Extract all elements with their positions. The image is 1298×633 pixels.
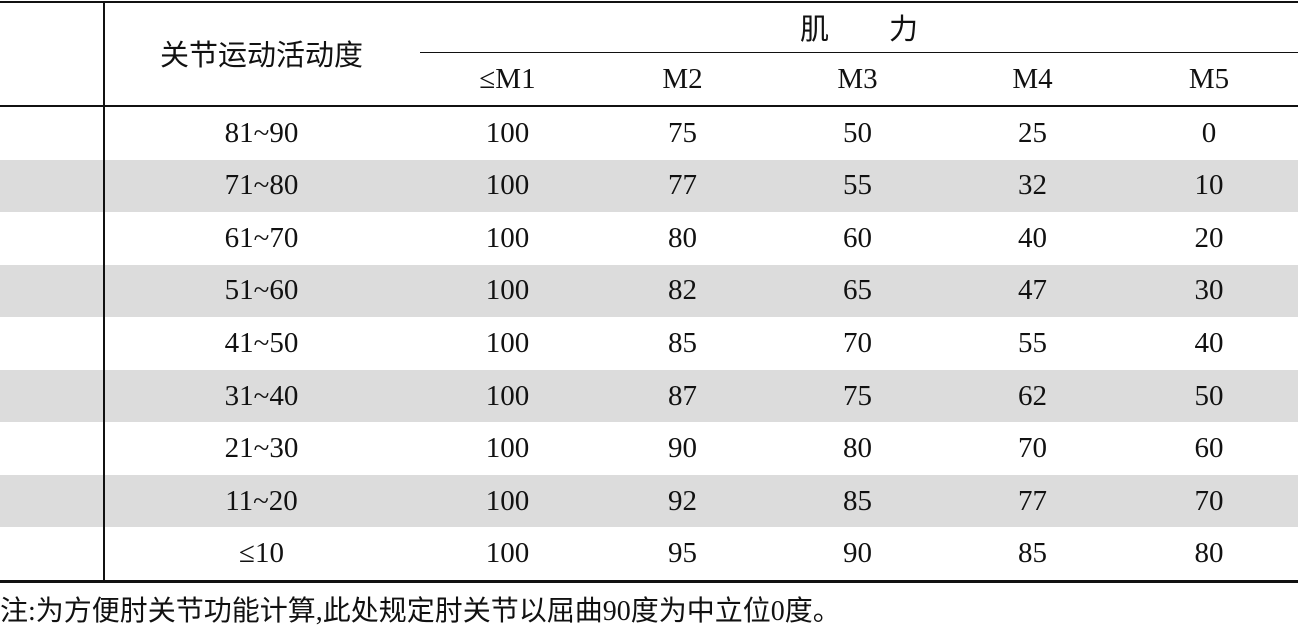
value-cell: 50 xyxy=(843,116,872,149)
group-rule xyxy=(420,52,1298,53)
value-cell: 32 xyxy=(1018,169,1047,202)
row-shade xyxy=(0,474,1298,528)
range-cell: 41~50 xyxy=(224,326,299,359)
value-cell: 70 xyxy=(843,326,872,359)
value-cell: 80 xyxy=(1194,537,1224,570)
column-header: ≤M1 xyxy=(479,63,536,95)
range-cell: 71~80 xyxy=(224,169,299,202)
value-cell: 50 xyxy=(1194,379,1224,412)
range-cell: 61~70 xyxy=(224,221,299,254)
range-cell: 81~90 xyxy=(224,116,299,149)
value-cell: 60 xyxy=(843,221,872,254)
value-cell: 55 xyxy=(1018,326,1047,359)
value-cell: 75 xyxy=(843,379,872,412)
value-cell: 82 xyxy=(668,274,697,307)
bottom-rule xyxy=(0,580,1298,583)
range-cell: 21~30 xyxy=(224,432,299,465)
value-cell: 80 xyxy=(843,432,872,465)
value-cell: 90 xyxy=(843,537,872,570)
value-cell: 77 xyxy=(1018,484,1047,517)
range-cell: 31~40 xyxy=(224,379,299,412)
value-cell: 80 xyxy=(668,221,697,254)
value-cell: 85 xyxy=(1018,537,1047,570)
value-cell: 75 xyxy=(668,116,697,149)
row-shade xyxy=(0,369,1298,423)
value-cell: 100 xyxy=(485,537,530,570)
column-header: M4 xyxy=(1012,63,1053,95)
value-cell: 95 xyxy=(668,537,697,570)
value-cell: 62 xyxy=(1018,379,1047,412)
range-cell: 51~60 xyxy=(224,274,299,307)
column-header: M3 xyxy=(837,63,878,95)
row-shade xyxy=(0,264,1298,318)
value-cell: 90 xyxy=(668,432,697,465)
value-cell: 70 xyxy=(1194,484,1224,517)
value-cell: 85 xyxy=(668,326,697,359)
value-cell: 100 xyxy=(485,379,530,412)
value-cell: 100 xyxy=(485,116,530,149)
value-cell: 55 xyxy=(843,169,872,202)
value-cell: 30 xyxy=(1194,274,1224,307)
header-rule xyxy=(0,105,1298,107)
column-rule xyxy=(103,2,105,581)
range-header: 关节运动活动度 xyxy=(159,40,363,72)
value-cell: 77 xyxy=(668,169,697,202)
group-header: 肌力 xyxy=(799,14,978,46)
value-cell: 100 xyxy=(485,274,530,307)
note: 注:为方便肘关节功能计算,此处规定肘关节以屈曲90度为中立位0度。 xyxy=(0,596,841,627)
value-cell: 100 xyxy=(485,221,530,254)
row-shade xyxy=(0,159,1298,213)
value-cell: 20 xyxy=(1194,221,1224,254)
value-cell: 100 xyxy=(485,326,530,359)
column-header: M2 xyxy=(662,63,703,95)
value-cell: 100 xyxy=(485,484,530,517)
top-rule xyxy=(0,1,1298,3)
value-cell: 60 xyxy=(1194,432,1224,465)
column-header: M5 xyxy=(1188,63,1230,95)
value-cell: 100 xyxy=(485,169,530,202)
value-cell: 40 xyxy=(1018,221,1047,254)
range-cell: ≤10 xyxy=(239,537,284,570)
value-cell: 10 xyxy=(1194,169,1224,202)
value-cell: 65 xyxy=(843,274,872,307)
value-cell: 87 xyxy=(668,379,697,412)
value-cell: 47 xyxy=(1018,274,1047,307)
range-cell: 11~20 xyxy=(225,484,298,517)
value-cell: 85 xyxy=(843,484,872,517)
value-cell: 25 xyxy=(1018,116,1047,149)
value-cell: 0 xyxy=(1201,116,1217,149)
value-cell: 70 xyxy=(1018,432,1047,465)
value-cell: 92 xyxy=(668,484,697,517)
value-cell: 40 xyxy=(1194,326,1224,359)
value-cell: 100 xyxy=(485,432,530,465)
